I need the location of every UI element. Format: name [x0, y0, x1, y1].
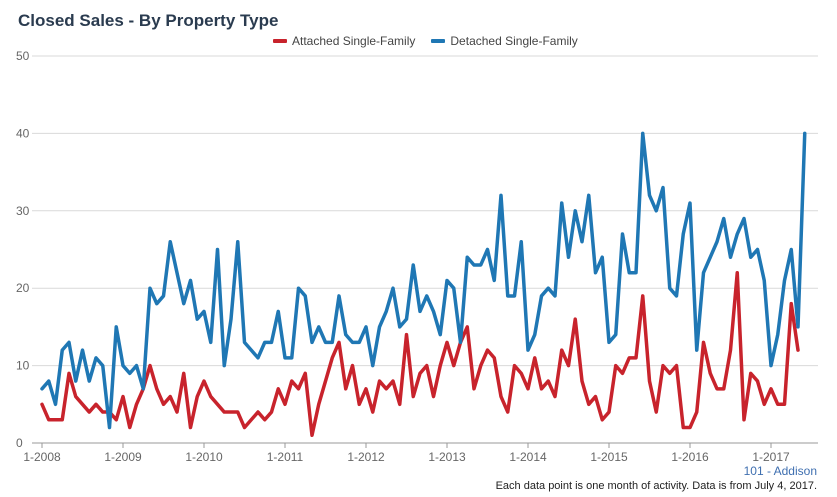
y-tick-label-50: 50 [16, 49, 30, 63]
area-label[interactable]: 101 - Addison [743, 464, 817, 478]
x-tick-label-1-2017: 1-2017 [752, 450, 790, 464]
chart-legend: Attached Single-Family Detached Single-F… [273, 34, 578, 48]
legend-swatch-detached [431, 39, 446, 43]
y-tick-label-30: 30 [16, 204, 30, 218]
y-tick-label-10: 10 [16, 359, 30, 373]
series-line-detached [40, 131, 807, 430]
legend-swatch-attached [273, 39, 287, 43]
x-tick-label-1-2015: 1-2015 [590, 450, 628, 464]
series-line-attached [40, 270, 800, 438]
x-tick-label-1-2014: 1-2014 [509, 450, 547, 464]
x-tick-label-1-2008: 1-2008 [23, 450, 61, 464]
x-tick-label-1-2009: 1-2009 [104, 450, 142, 464]
y-tick-label-20: 20 [16, 281, 30, 295]
y-tick-label-0: 0 [16, 436, 23, 450]
legend-label-attached: Attached Single-Family [292, 34, 416, 48]
legend-item-attached[interactable]: Attached Single-Family [273, 34, 415, 48]
footer-note: Each data point is one month of activity… [495, 480, 817, 492]
x-tick-label-1-2016: 1-2016 [671, 450, 709, 464]
x-tick-label-1-2011: 1-2011 [267, 450, 304, 464]
y-tick-label-40: 40 [16, 126, 30, 140]
x-tick-label-1-2013: 1-2013 [428, 450, 466, 464]
x-tick-label-1-2010: 1-2010 [185, 450, 223, 464]
chart-title: Closed Sales - By Property Type [18, 11, 279, 30]
legend-label-detached: Detached Single-Family [450, 34, 578, 48]
x-tick-label-1-2012: 1-2012 [347, 450, 385, 464]
legend-item-detached[interactable]: Detached Single-Family [431, 34, 578, 48]
